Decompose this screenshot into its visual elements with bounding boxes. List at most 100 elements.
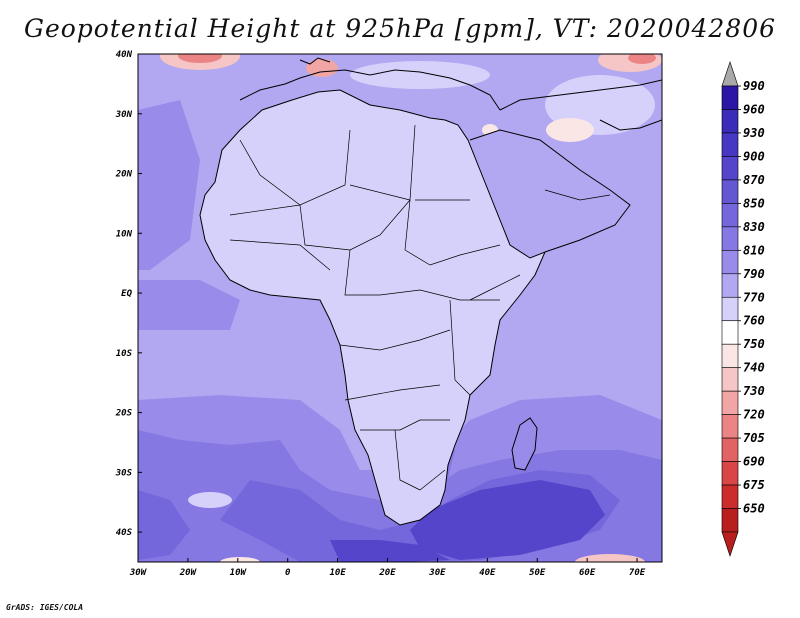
colorbar-swatch <box>721 367 739 392</box>
field-high-iberia <box>306 59 338 77</box>
grads-credit: GrADS: IGES/COLA <box>6 603 84 612</box>
border-south-africa <box>419 469 446 491</box>
colorbar-swatch <box>721 296 739 322</box>
colorbar-swatch <box>721 390 739 415</box>
colorbar-label: 830 <box>743 220 765 234</box>
coastlines <box>199 57 662 526</box>
country-borders <box>229 124 611 491</box>
field-high-ne-core <box>628 54 656 64</box>
arabia-land <box>470 130 630 252</box>
field-high-nw-core <box>178 54 222 63</box>
lon-label: 40E <box>479 568 496 578</box>
lat-label: 40N <box>116 50 133 60</box>
colorbar-swatch <box>721 226 739 251</box>
colorbar-label: 720 <box>743 408 765 422</box>
colorbar-label: 675 <box>743 478 765 492</box>
lon-label: 10E <box>329 568 346 578</box>
border-namibia <box>360 419 450 431</box>
field-south-core-cape <box>330 540 450 562</box>
lon-label: 70E <box>629 568 646 578</box>
colorbar-swatch <box>721 109 739 134</box>
lon-label: 0 <box>285 568 291 578</box>
colorbar-label: 930 <box>743 126 765 140</box>
colorbar-label: 790 <box>743 267 765 281</box>
colorbar-swatch <box>721 484 739 509</box>
lat-label: 30N <box>115 110 133 120</box>
border-mali <box>229 239 331 271</box>
field-south-core-east <box>410 480 605 560</box>
colorbar-swatch <box>721 414 739 439</box>
colorbar-label: 850 <box>743 196 765 210</box>
lat-label: 10S <box>116 349 133 359</box>
asia-coastline <box>499 79 662 111</box>
colorbar-swatch <box>721 343 739 368</box>
madagascar-coastline <box>511 417 538 471</box>
border-car-drc <box>379 289 500 301</box>
colorbar-label: 900 <box>743 149 765 163</box>
colorbar-label: 770 <box>743 290 765 304</box>
field-west-atlantic <box>138 100 200 270</box>
lon-label: 30E <box>428 568 446 578</box>
map-title: Geopotential Height at 925hPa [gpm], VT:… <box>23 14 777 43</box>
longitude-axis: 30W 20W 10W 0 10E 20E 30E 40E 50E 60E 70E <box>129 558 646 578</box>
colorbar-swatch <box>721 437 739 462</box>
colorbar-top-arrow <box>721 61 739 87</box>
lat-label: 10N <box>116 229 133 239</box>
border-congo <box>339 329 451 351</box>
lat-label: 40S <box>116 528 133 538</box>
lon-label: 30W <box>129 568 148 578</box>
colorbar-bottom-arrow <box>721 531 739 557</box>
colorbar-label: 705 <box>743 431 765 445</box>
colorbar-swatch <box>721 179 739 204</box>
arabia-coastline <box>469 129 631 253</box>
colorbar-label: 960 <box>743 102 765 116</box>
field-tropical-atlantic <box>138 280 240 330</box>
colorbar-label: 750 <box>743 337 765 351</box>
lon-label: 50E <box>529 568 546 578</box>
europe-coastline <box>239 69 501 111</box>
border-nigeria <box>344 249 380 296</box>
colorbar-label: 760 <box>743 314 765 328</box>
colorbar-swatch <box>721 508 739 533</box>
colorbar-label: 690 <box>743 455 765 469</box>
colorbar-swatch <box>721 250 739 275</box>
field-high-se <box>575 554 645 562</box>
border-sudan <box>404 199 501 266</box>
field-pale-med <box>350 61 490 89</box>
colorbar-swatch <box>721 461 739 486</box>
field-high-iran <box>546 118 594 142</box>
border-arabia <box>544 189 611 201</box>
lat-label: 30S <box>115 468 133 478</box>
colorbar-swatch <box>721 132 739 157</box>
border-mauritania <box>229 204 301 216</box>
colorbar-label: 730 <box>743 384 765 398</box>
field-southwest <box>138 490 190 560</box>
lat-label: 20N <box>115 170 133 180</box>
colorbar-label: 810 <box>743 243 765 257</box>
colorbar-label: 650 <box>743 502 765 516</box>
colorbar-label: 870 <box>743 173 765 187</box>
lon-label: 20W <box>179 568 198 578</box>
colorbar-label: 740 <box>743 361 765 375</box>
map-frame <box>137 53 663 563</box>
field-pale-patch <box>188 492 232 508</box>
iran-coast <box>599 119 662 131</box>
field-high-sw <box>220 557 260 562</box>
colorbar-swatch <box>721 320 739 345</box>
colorbar-swatch <box>721 156 739 181</box>
border-somalia <box>469 274 521 301</box>
border-east-rift <box>449 299 471 396</box>
colorbar-swatch <box>721 85 739 110</box>
colorbar-swatch <box>721 273 739 298</box>
colorbar: 990 960 930 900 870 850 830 810 790 770 760 750 740 7… <box>721 61 765 557</box>
border-botswana <box>394 429 421 491</box>
colorbar-swatch <box>721 203 739 228</box>
colorbar-label: 990 <box>743 79 765 93</box>
border-angola <box>344 384 441 401</box>
lon-label: 60E <box>579 568 596 578</box>
iberia-coast <box>299 57 331 65</box>
lat-label: EQ <box>121 289 132 299</box>
lat-label: 20S <box>115 409 133 419</box>
lon-label: 20E <box>378 568 396 578</box>
